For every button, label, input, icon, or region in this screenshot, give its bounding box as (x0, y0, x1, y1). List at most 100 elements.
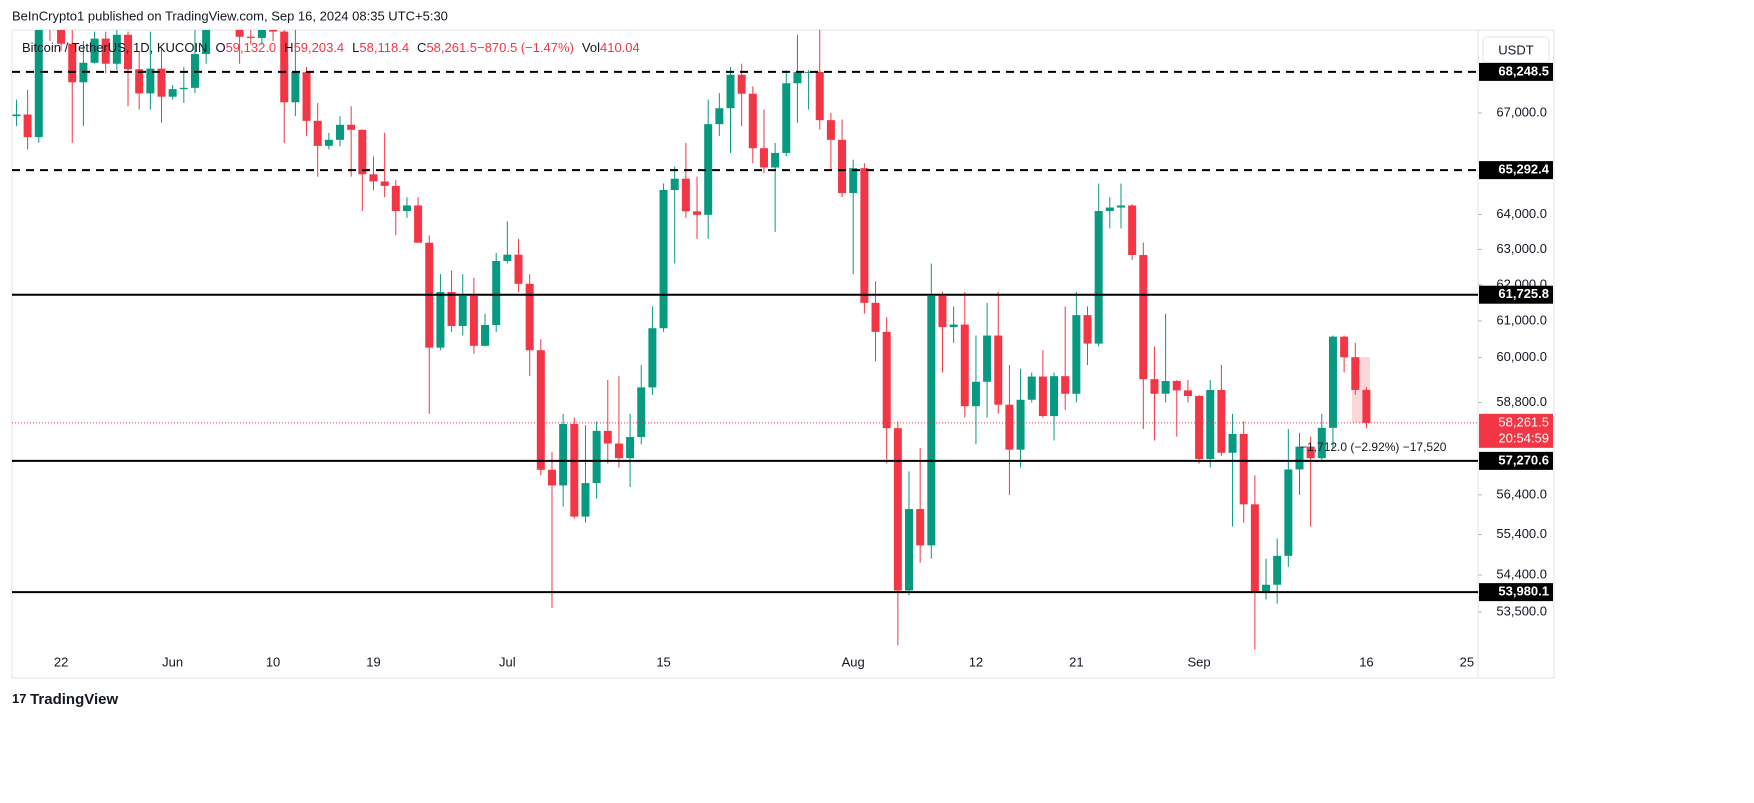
y-tick-label: 63,000.0 (1496, 241, 1547, 256)
level-label-box (1479, 451, 1553, 470)
candle-body (112, 34, 121, 64)
candle-body (146, 68, 155, 94)
candle-body (536, 350, 545, 470)
candle-body (592, 430, 601, 484)
candle-body (804, 71, 813, 73)
candle-body (771, 152, 780, 168)
level-label: 61,725.8 (1498, 286, 1549, 301)
y-tick-label: 58,800.0 (1496, 394, 1547, 409)
legend-key: O (215, 40, 225, 55)
candle-body (1061, 376, 1070, 394)
candle-body (23, 114, 32, 138)
x-tick-label: Jul (499, 654, 516, 669)
x-tick-label: 22 (54, 654, 68, 669)
candle-body (336, 124, 345, 140)
candle-body (1150, 379, 1159, 394)
x-tick-label: 25 (1460, 654, 1474, 669)
candle-body (1005, 404, 1014, 450)
measure-label: −1,712.0 (−2.92%) −17,520 (1300, 440, 1447, 454)
footer-logo: 17 TradingView (12, 691, 118, 708)
candle-body (1128, 205, 1137, 256)
y-tick-label: 53,500.0 (1496, 603, 1547, 618)
legend-key: H (284, 40, 293, 55)
candle-body (782, 83, 791, 153)
x-tick-label: Aug (842, 654, 865, 669)
candle-body (971, 381, 980, 407)
candle-body (514, 254, 523, 284)
candle-body (1195, 396, 1204, 459)
currency[interactable]: USDT (1498, 42, 1533, 57)
candle-body (693, 211, 702, 215)
level-label-box (1479, 62, 1553, 81)
candle-body (157, 68, 166, 97)
candle-body (324, 139, 333, 146)
level-label-box (1479, 161, 1553, 180)
candle-body (793, 72, 802, 84)
candle-body (1027, 376, 1036, 400)
candle-body (614, 443, 623, 459)
x-tick-label: 12 (969, 654, 983, 669)
x-tick-label: 21 (1069, 654, 1083, 669)
level-label: 53,980.1 (1498, 584, 1549, 599)
legend-value: 59,203.4 (294, 40, 345, 55)
level-label: 57,270.6 (1498, 452, 1549, 467)
legend-value: 59,132.0 (226, 40, 277, 55)
candle-body (1183, 390, 1192, 397)
legend-symbol: Bitcoin / TetherUS, 1D, KUCOIN (22, 40, 207, 55)
candle-body (90, 38, 99, 63)
candle-body (179, 87, 188, 90)
candle-body (983, 335, 992, 382)
candle-body (402, 205, 411, 211)
level-label: 68,248.5 (1498, 63, 1549, 78)
legend-value: 410.04 (600, 40, 640, 55)
candle-body (1317, 427, 1326, 459)
candle-body (849, 168, 858, 194)
candle-body (481, 324, 490, 346)
candle-body (681, 178, 690, 212)
candle-body (436, 292, 445, 348)
candle-body (960, 324, 969, 407)
y-tick-label: 60,000.0 (1496, 349, 1547, 364)
candle-body (815, 71, 824, 121)
candle-body (759, 148, 768, 168)
candle-body (637, 387, 646, 438)
candle-body (414, 205, 423, 243)
candle-body (447, 292, 456, 327)
candle-body (1016, 399, 1025, 450)
candle-body (1262, 584, 1271, 593)
candle-body (503, 254, 512, 262)
candle-body (748, 93, 757, 149)
candle-body (291, 72, 300, 103)
candle-body (715, 108, 724, 125)
candle-body (871, 302, 880, 332)
panel-border (11, 29, 1555, 679)
candle-body (626, 437, 635, 459)
candle-body (369, 174, 378, 182)
candle-body (313, 120, 322, 146)
candle-body (570, 424, 579, 517)
candle-body (1116, 205, 1125, 208)
candle-body (1340, 336, 1349, 358)
candle-body (1284, 469, 1293, 556)
candle-body (1228, 433, 1237, 453)
footer: TradingView (30, 691, 118, 708)
y-tick-label: 64,000.0 (1496, 206, 1547, 221)
level-label-box (1479, 285, 1553, 304)
candle-body (1351, 357, 1360, 390)
candle-body (882, 331, 891, 429)
legend-key: L (352, 40, 359, 55)
candle-body (1328, 336, 1337, 428)
candle-body (12, 114, 21, 117)
candle-body (1172, 381, 1181, 391)
candle-body (168, 89, 177, 97)
level-label: 65,292.4 (1498, 162, 1549, 177)
y-tick-label: 56,400.0 (1496, 486, 1547, 501)
candle-body (1295, 446, 1304, 470)
candle-body (101, 38, 110, 64)
candle-body (347, 124, 356, 130)
candle-body (458, 295, 467, 327)
candle-body (659, 189, 668, 329)
legend-key: C (417, 40, 426, 55)
candle-body (938, 295, 947, 328)
